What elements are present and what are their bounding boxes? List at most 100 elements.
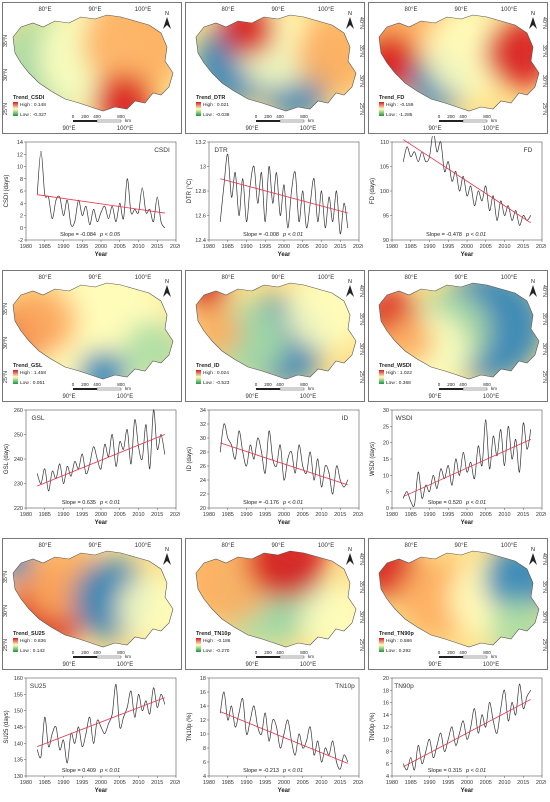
- data-point: [317, 458, 319, 460]
- lat-right-label: 25°N: [358, 103, 364, 115]
- scale-seg: [462, 655, 488, 659]
- legend-title: Trend_TN90p: [379, 631, 414, 637]
- data-point: [294, 172, 296, 173]
- north-label: N: [165, 11, 169, 17]
- y-tick-label: 16: [383, 701, 389, 707]
- scale-label: 200: [81, 114, 89, 119]
- data-point: [324, 747, 326, 749]
- data-point: [462, 175, 464, 177]
- y-tick-label: 10: [17, 165, 23, 171]
- legend-low: Low : -0.270: [203, 648, 230, 654]
- trend-line-wsdi: [403, 439, 531, 497]
- scale-unit: km: [125, 118, 131, 123]
- data-point: [406, 769, 408, 771]
- lon-top-label: 80°E: [38, 275, 51, 281]
- data-point: [74, 221, 76, 222]
- slope-annotation: Slope = -0.478: [426, 232, 462, 238]
- data-point: [85, 733, 87, 734]
- data-point: [485, 185, 487, 187]
- data-point: [119, 202, 121, 204]
- lat-right-label: 40°N: [541, 285, 547, 297]
- y-tick-label: 25: [383, 424, 389, 430]
- chart-title: SU25: [30, 683, 47, 690]
- trend-chart-dtr: 12.4 12.6 12.8 13 13.2 1980 1985 1990 1995 2000 20…: [183, 136, 363, 258]
- data-point: [268, 740, 270, 742]
- x-tick-label: 2000: [461, 780, 473, 786]
- data-point: [328, 754, 330, 756]
- x-axis-label: Year: [278, 788, 291, 794]
- data-point: [336, 465, 337, 467]
- data-point: [298, 444, 300, 446]
- legend-low: Low : -0.327: [20, 112, 47, 118]
- legend-title: Trend_FD: [379, 95, 404, 101]
- trend-map-csdi: 80°E 90°E 100°E 90°E 100°E 35°N 30°N 25°N N Trend…: [2, 2, 182, 134]
- data-point: [149, 209, 151, 210]
- lon-bottom-label: 90°E: [245, 662, 258, 668]
- map-blob: [220, 15, 276, 57]
- data-point: [126, 429, 128, 430]
- data-point: [242, 178, 244, 180]
- lon-top-label: 80°E: [404, 543, 417, 549]
- data-point: [51, 218, 53, 219]
- scale-label: 0: [255, 114, 258, 119]
- data-point: [414, 769, 415, 771]
- north-arrow-icon: N: [163, 279, 171, 297]
- x-tick-label: 2015: [334, 512, 346, 518]
- y-axis-label: ID (days): [187, 447, 193, 471]
- y-tick-label: 250: [14, 433, 23, 439]
- y-axis-label: DTR (°C): [187, 179, 193, 204]
- map-svg-su25: 80°E 90°E 100°E 90°E 100°E 35°N 30°N 25°N N Trend…: [3, 543, 174, 668]
- lon-bottom-label: 90°E: [428, 394, 441, 400]
- data-point: [321, 486, 322, 488]
- x-tick-label: 1980: [386, 512, 398, 518]
- data-point: [421, 763, 423, 765]
- lat-left-label: 30°N: [3, 69, 9, 81]
- data-point: [492, 195, 494, 197]
- x-tick-label: 2010: [132, 244, 144, 250]
- data-point: [111, 713, 113, 715]
- data-point: [264, 221, 266, 222]
- scale-unit: km: [308, 386, 314, 391]
- data-point: [160, 693, 162, 695]
- legend-low: Low : 0.142: [20, 648, 45, 654]
- data-point: [291, 451, 292, 453]
- x-tick-label: 2010: [498, 244, 510, 250]
- y-axis-label: WSDI (days): [370, 442, 376, 476]
- data-point: [447, 161, 449, 162]
- map-svg-tn90p: 80°E 90°E 100°E 90°E 100°E 40°N 35°N 30°N 25°N N T…: [378, 543, 547, 668]
- x-tick-label: 1985: [222, 244, 234, 250]
- data-point: [519, 224, 520, 226]
- y-tick-label: 12.4: [195, 238, 206, 244]
- y-tick-label: 10: [383, 473, 389, 479]
- lon-top-label: 80°E: [38, 543, 51, 549]
- lon-top-label: 80°E: [38, 7, 51, 13]
- x-axis-label: Year: [95, 520, 108, 526]
- data-point: [227, 153, 229, 155]
- p-value-annotation: p < 0.01: [465, 768, 486, 774]
- data-point: [466, 195, 468, 197]
- data-point: [477, 190, 479, 192]
- data-point: [414, 151, 415, 153]
- trend-line-gsl: [37, 434, 165, 487]
- y-tick-label: 230: [14, 482, 23, 488]
- scale-label: 200: [447, 114, 455, 119]
- legend-title: Trend_CSDI: [13, 95, 45, 101]
- data-point: [336, 190, 337, 192]
- data-point: [421, 497, 423, 499]
- data-point: [153, 687, 154, 689]
- x-tick-label: 1990: [240, 512, 252, 518]
- data-point: [249, 719, 251, 721]
- data-point: [66, 762, 68, 764]
- trend-map-fd: 80°E 90°E 100°E 90°E 100°E 40°N 35°N 30°N 25°N N T…: [368, 2, 548, 134]
- data-point: [507, 205, 509, 207]
- x-tick-label: 1980: [203, 780, 215, 786]
- series-points-csdi: [36, 150, 166, 229]
- y-tick-label: 4: [386, 774, 389, 780]
- slope-annotation: Slope = 0.409: [62, 768, 96, 774]
- scale-label: 400: [276, 650, 284, 655]
- data-point: [63, 215, 64, 216]
